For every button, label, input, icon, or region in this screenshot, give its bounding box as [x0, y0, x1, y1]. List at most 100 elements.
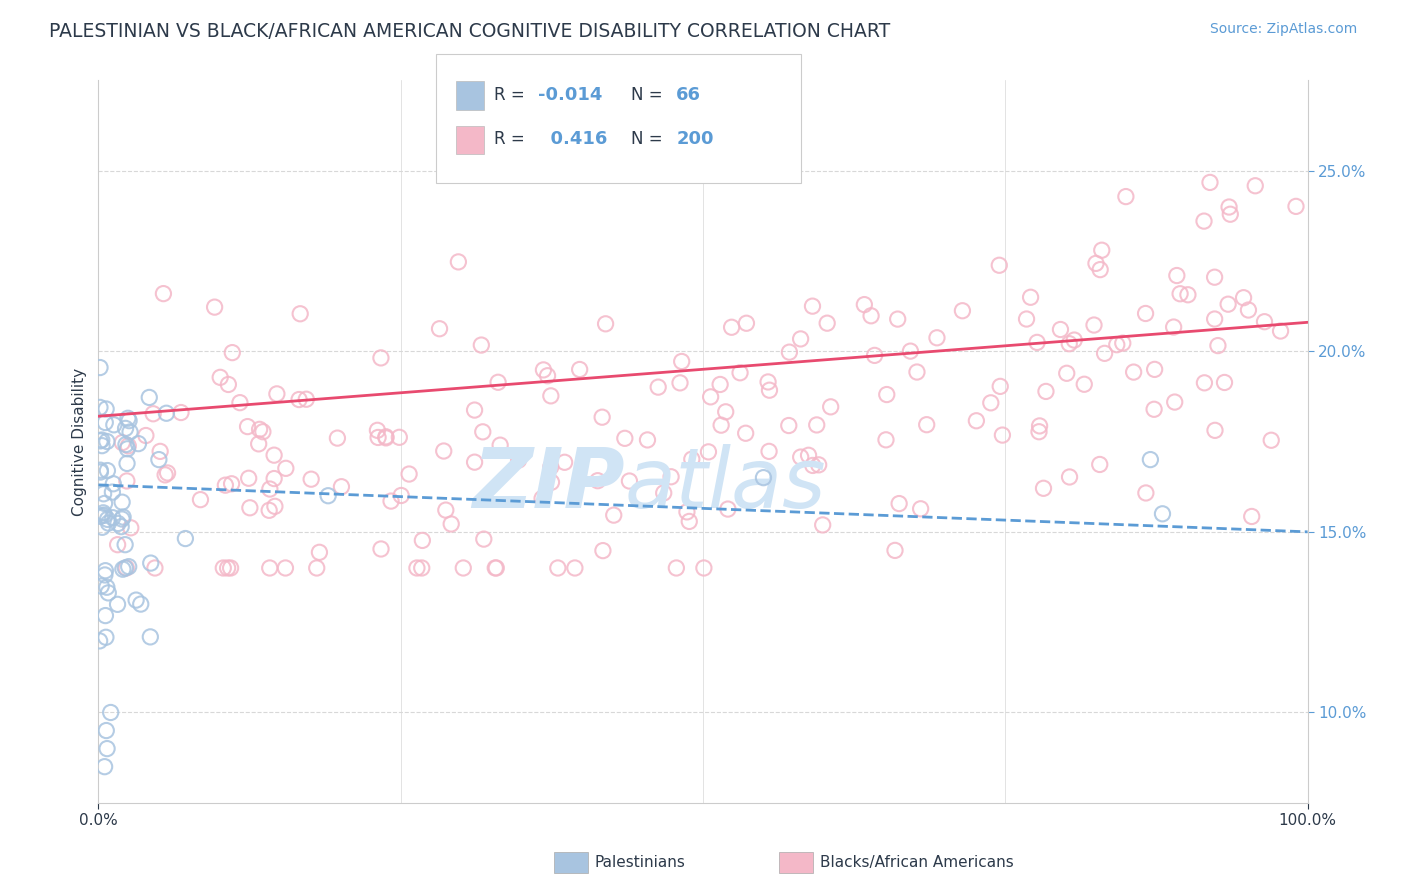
Point [89, 509, 111, 524]
Point [811, 517, 834, 532]
Point [274, 461, 297, 475]
Point [801, 458, 824, 473]
Point [411, 561, 433, 575]
Point [1035, 384, 1057, 399]
Point [1028, 418, 1050, 433]
Point [259, 561, 281, 575]
Point [1019, 290, 1042, 304]
Point [699, 390, 721, 404]
Point [214, 478, 236, 492]
Point [117, 411, 139, 425]
Point [1032, 481, 1054, 495]
Point [91, 439, 114, 453]
Point [1168, 286, 1191, 301]
Point [375, 431, 398, 445]
Point [652, 486, 675, 500]
Point [797, 448, 820, 462]
Text: N =: N = [631, 130, 668, 148]
Text: -0.014: -0.014 [538, 86, 603, 103]
Point [257, 503, 280, 517]
Point [1143, 402, 1166, 417]
Point [484, 561, 506, 575]
Point [91, 506, 114, 520]
Point [1094, 346, 1116, 360]
Point [91, 508, 114, 523]
Point [96, 723, 118, 738]
Point [531, 491, 554, 506]
Point [366, 423, 388, 437]
Point [1285, 199, 1308, 213]
Point [734, 426, 756, 441]
Text: Source: ZipAtlas.com: Source: ZipAtlas.com [1209, 22, 1357, 37]
Point [434, 503, 457, 517]
Point [807, 458, 830, 472]
Point [778, 345, 800, 359]
Text: N =: N = [631, 86, 668, 103]
Point [486, 376, 509, 390]
Point [1204, 270, 1226, 285]
Point [89, 434, 111, 448]
Point [389, 488, 412, 502]
Point [118, 559, 141, 574]
Point [209, 370, 232, 384]
Point [735, 316, 758, 330]
Point [94, 608, 117, 623]
Point [801, 299, 824, 313]
Point [1192, 214, 1215, 228]
Point [429, 322, 451, 336]
Point [107, 516, 129, 531]
Point [1063, 333, 1085, 347]
Point [471, 425, 494, 439]
Point [236, 419, 259, 434]
Point [288, 392, 311, 407]
Point [693, 561, 716, 575]
Point [1240, 509, 1263, 524]
Point [374, 430, 396, 444]
Point [107, 538, 129, 552]
Point [249, 422, 271, 436]
Point [1204, 423, 1226, 437]
Point [170, 405, 193, 419]
Point [485, 561, 508, 575]
Point [613, 431, 636, 445]
Point [295, 392, 318, 407]
Point [681, 452, 703, 467]
Text: 66: 66 [676, 86, 702, 103]
Point [406, 561, 429, 575]
Point [586, 474, 609, 488]
Point [229, 395, 252, 409]
Point [94, 564, 117, 578]
Point [440, 516, 463, 531]
Point [1115, 189, 1137, 203]
Point [665, 561, 688, 575]
Point [115, 437, 138, 451]
Point [101, 510, 124, 524]
Point [103, 476, 125, 491]
Point [863, 348, 886, 362]
Point [174, 532, 197, 546]
Point [398, 467, 420, 481]
Point [221, 476, 243, 491]
Point [875, 433, 897, 447]
Point [89, 463, 111, 477]
Point [115, 457, 138, 471]
Point [1026, 335, 1049, 350]
Point [758, 383, 780, 397]
Point [1244, 178, 1267, 193]
Point [221, 345, 243, 359]
Point [1219, 207, 1241, 221]
Point [96, 434, 118, 449]
Point [1237, 303, 1260, 318]
Point [263, 472, 285, 486]
Point [1028, 425, 1050, 439]
Point [806, 417, 828, 432]
Point [367, 430, 389, 444]
Point [678, 515, 700, 529]
Point [1135, 486, 1157, 500]
Point [1218, 200, 1240, 214]
Point [508, 453, 530, 467]
Point [114, 421, 136, 435]
Point [540, 475, 562, 490]
Point [1177, 287, 1199, 301]
Point [89, 401, 111, 415]
